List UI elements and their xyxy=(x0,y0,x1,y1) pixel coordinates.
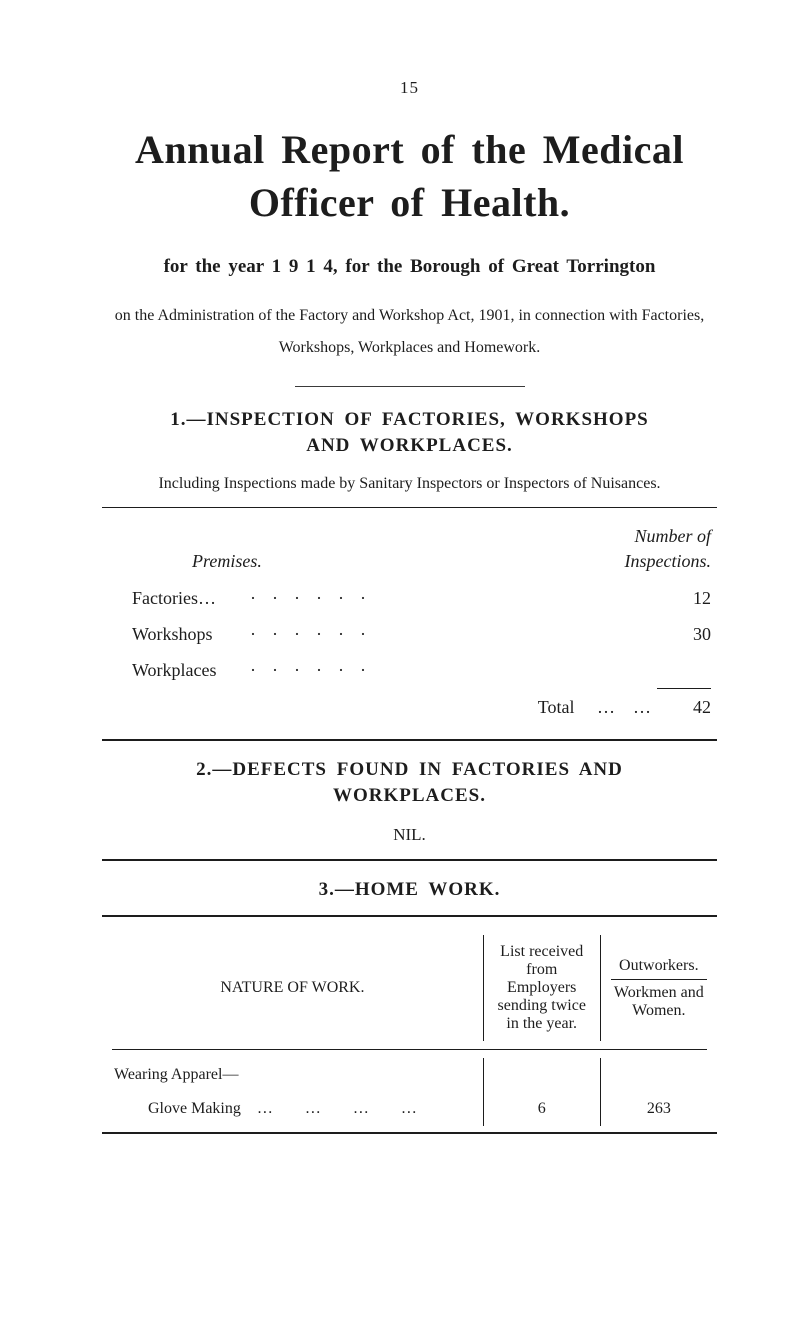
col-header-list: List received from Employers sending twi… xyxy=(483,935,600,1041)
col-header-outworkers: Outworkers. Workmen and Women. xyxy=(600,935,717,1041)
row-item-list-value: 6 xyxy=(483,1092,600,1126)
group-label: Wearing Apparel— xyxy=(102,1058,483,1092)
homework-table: NATURE OF WORK. List received from Emplo… xyxy=(102,935,717,1126)
premises-header-row: Premises. Inspections. xyxy=(102,551,717,572)
section-3-heading: 3.—HOME WORK. xyxy=(102,879,717,901)
divider-short xyxy=(295,386,525,387)
leader-dots: ······ xyxy=(250,652,651,688)
row-item-label-cell: Glove Making … … … … xyxy=(102,1092,483,1126)
leader-dots: ······ xyxy=(250,580,651,616)
col-header-inspections: Inspections. xyxy=(625,551,717,572)
section-1-heading-line-2: AND WORKPLACES. xyxy=(102,435,717,457)
intro-paragraph: on the Administration of the Factory and… xyxy=(102,300,717,364)
col-header-number-of: Number of xyxy=(102,524,711,549)
section-2-heading-line-1: 2.—DEFECTS FOUND IN FACTORIES AND xyxy=(102,759,717,781)
empty-cell xyxy=(483,1058,600,1092)
row-factories-value: 12 xyxy=(651,580,717,616)
col-header-outworkers-sub: Workmen and Women. xyxy=(611,979,707,1020)
divider-full-5 xyxy=(102,1132,717,1134)
section-1-heading-line-1: 1.—INSPECTION OF FACTORIES, WORKSHOPS xyxy=(102,409,717,431)
row-total: Total … … 42 xyxy=(102,689,717,725)
title-line-1: Annual Report of the Medical xyxy=(102,126,717,173)
leader-dots: ······ xyxy=(250,616,651,652)
table-separator xyxy=(102,1041,717,1058)
table-row-group: Wearing Apparel— xyxy=(102,1058,717,1092)
page: 15 Annual Report of the Medical Officer … xyxy=(0,0,801,1341)
divider-full-4 xyxy=(102,915,717,917)
page-number: 15 xyxy=(102,78,717,98)
empty-cell xyxy=(600,1058,717,1092)
section-1-note: Including Inspections made by Sanitary I… xyxy=(102,475,717,493)
row-workshops: Workshops ······ 30 xyxy=(102,616,717,652)
row-item-out-value: 263 xyxy=(600,1092,717,1126)
row-workplaces: Workplaces ······ xyxy=(102,652,717,688)
row-workshops-label: Workshops xyxy=(132,616,250,652)
col-header-outworkers-top: Outworkers. xyxy=(619,957,699,974)
row-factories: Factories… ······ 12 xyxy=(102,580,717,616)
row-workplaces-label: Workplaces xyxy=(132,652,250,688)
table-header-row: NATURE OF WORK. List received from Emplo… xyxy=(102,935,717,1041)
col-header-nature: NATURE OF WORK. xyxy=(102,935,483,1041)
row-workshops-value: 30 xyxy=(651,616,717,652)
row-factories-label: Factories… xyxy=(132,580,250,616)
row-item-label: Glove Making xyxy=(148,1100,241,1117)
premises-label: Premises. xyxy=(192,551,262,572)
section-2-body: NIL. xyxy=(102,825,717,845)
title-line-2: Officer of Health. xyxy=(102,179,717,226)
divider-full-1 xyxy=(102,507,717,508)
total-label: Total xyxy=(538,697,575,717)
total-label-cell: Total … … xyxy=(250,689,651,725)
leader-dots: … … … … xyxy=(257,1100,431,1117)
divider-full-3 xyxy=(102,859,717,861)
section-2-heading-line-2: WORKPLACES. xyxy=(102,785,717,807)
total-value: 42 xyxy=(651,689,717,725)
table-row: Glove Making … … … … 6 263 xyxy=(102,1092,717,1126)
document-subtitle: for the year 1 9 1 4, for the Borough of… xyxy=(102,256,717,278)
divider-full-2 xyxy=(102,739,717,741)
